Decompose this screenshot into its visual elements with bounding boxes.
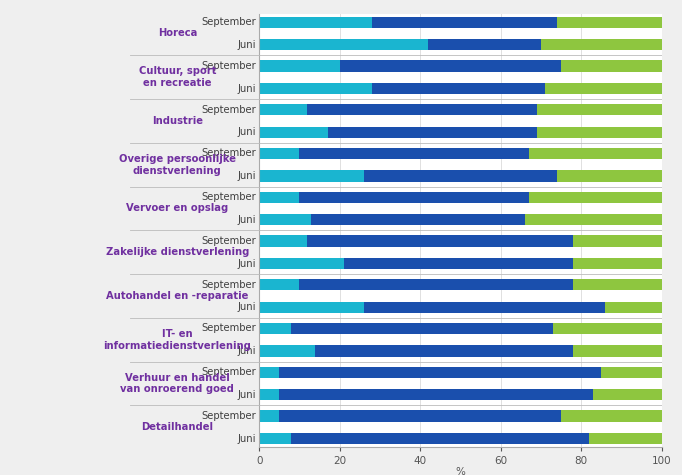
Bar	[529, 191, 662, 203]
Bar	[561, 60, 662, 72]
Bar	[259, 214, 312, 226]
Bar	[573, 235, 662, 247]
Text: Juni: Juni	[237, 127, 256, 137]
Bar	[573, 279, 662, 290]
Bar	[312, 214, 524, 226]
Text: Horeca: Horeca	[158, 28, 197, 38]
Bar	[259, 279, 299, 290]
Bar	[327, 127, 537, 138]
Bar	[259, 433, 291, 444]
Bar	[291, 323, 553, 334]
Bar	[280, 410, 561, 422]
Text: September: September	[201, 411, 256, 421]
Text: September: September	[201, 17, 256, 27]
Bar	[280, 367, 602, 378]
Bar	[259, 345, 316, 357]
Text: Juni: Juni	[237, 215, 256, 225]
Bar	[316, 345, 573, 357]
Bar	[308, 235, 573, 247]
Text: Juni: Juni	[237, 40, 256, 50]
Bar	[299, 148, 529, 159]
Text: Juni: Juni	[237, 84, 256, 94]
Text: September: September	[201, 104, 256, 114]
Bar	[541, 39, 662, 50]
Bar	[259, 39, 428, 50]
Text: Detailhandel: Detailhandel	[141, 422, 213, 432]
Text: September: September	[201, 149, 256, 159]
Bar	[364, 302, 605, 313]
Bar	[573, 345, 662, 357]
Bar	[344, 258, 573, 269]
Text: Industrie: Industrie	[152, 116, 203, 126]
Text: Autohandel en -reparatie: Autohandel en -reparatie	[106, 291, 248, 301]
Bar	[259, 410, 280, 422]
Bar	[557, 17, 662, 28]
Bar	[602, 367, 662, 378]
Bar	[545, 83, 662, 94]
Bar	[308, 104, 537, 115]
Bar	[259, 148, 299, 159]
Bar	[529, 148, 662, 159]
Bar	[428, 39, 541, 50]
Bar	[299, 191, 529, 203]
Bar	[605, 302, 662, 313]
Text: IT- en
informatiedienstverlening: IT- en informatiedienstverlening	[104, 329, 251, 351]
Text: September: September	[201, 236, 256, 246]
Text: September: September	[201, 323, 256, 333]
Text: September: September	[201, 61, 256, 71]
Text: Juni: Juni	[237, 434, 256, 444]
Bar	[259, 17, 372, 28]
Bar	[372, 17, 557, 28]
Text: Juni: Juni	[237, 258, 256, 268]
Bar	[557, 171, 662, 181]
Bar	[259, 191, 299, 203]
Bar	[589, 433, 662, 444]
Text: Verhuur en handel
van onroerend goed: Verhuur en handel van onroerend goed	[121, 373, 234, 394]
Bar	[259, 235, 308, 247]
Text: Overige persoonlijke
dienstverlening: Overige persoonlijke dienstverlening	[119, 154, 236, 176]
Bar	[259, 127, 327, 138]
Bar	[372, 83, 545, 94]
Text: Cultuur, sport
en recreatie: Cultuur, sport en recreatie	[138, 66, 216, 88]
Text: Juni: Juni	[237, 390, 256, 400]
Bar	[364, 171, 557, 181]
Text: Juni: Juni	[237, 171, 256, 181]
Bar	[291, 433, 589, 444]
Bar	[299, 279, 573, 290]
Bar	[259, 60, 340, 72]
Text: Juni: Juni	[237, 302, 256, 312]
Bar	[259, 258, 344, 269]
Bar	[537, 104, 662, 115]
Text: Zakelijke dienstverlening: Zakelijke dienstverlening	[106, 247, 249, 257]
Text: September: September	[201, 367, 256, 377]
Bar	[259, 367, 280, 378]
Text: Juni: Juni	[237, 346, 256, 356]
Text: Vervoer en opslag: Vervoer en opslag	[126, 203, 228, 213]
Bar	[259, 302, 364, 313]
Bar	[561, 410, 662, 422]
Bar	[593, 389, 662, 400]
Bar	[259, 389, 280, 400]
Bar	[524, 214, 662, 226]
Bar	[259, 171, 364, 181]
X-axis label: %: %	[456, 467, 465, 475]
Text: September: September	[201, 280, 256, 290]
Bar	[537, 127, 662, 138]
Bar	[280, 389, 593, 400]
Bar	[259, 323, 291, 334]
Bar	[259, 104, 308, 115]
Bar	[340, 60, 561, 72]
Bar	[573, 258, 662, 269]
Bar	[553, 323, 662, 334]
Bar	[259, 83, 372, 94]
Text: September: September	[201, 192, 256, 202]
